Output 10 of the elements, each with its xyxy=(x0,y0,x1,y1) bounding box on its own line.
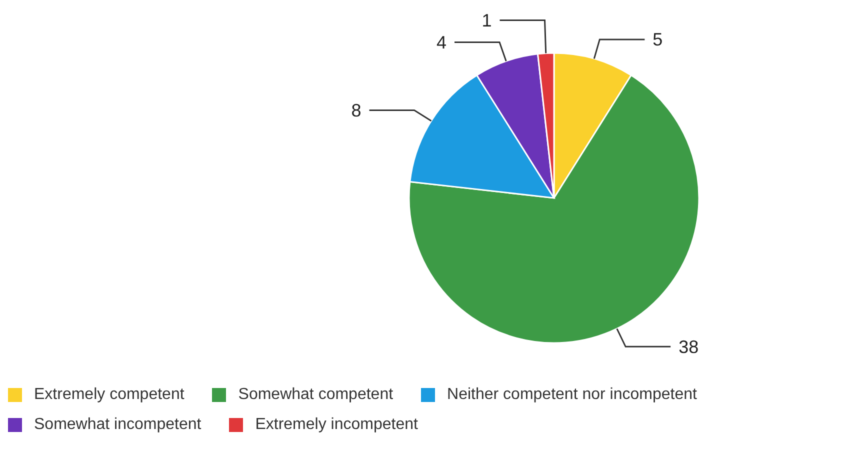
data-label: 5 xyxy=(652,30,663,50)
legend-label: Extremely competent xyxy=(34,386,184,403)
legend-label: Neither competent nor incompetent xyxy=(447,386,697,403)
data-label: 38 xyxy=(678,336,699,357)
data-label: 8 xyxy=(351,100,362,121)
data-label: 4 xyxy=(436,32,447,53)
legend-label: Extremely incompetent xyxy=(255,416,418,433)
legend-label: Somewhat incompetent xyxy=(34,416,202,433)
legend-label: Somewhat competent xyxy=(238,386,394,403)
data-label: 1 xyxy=(482,10,492,31)
